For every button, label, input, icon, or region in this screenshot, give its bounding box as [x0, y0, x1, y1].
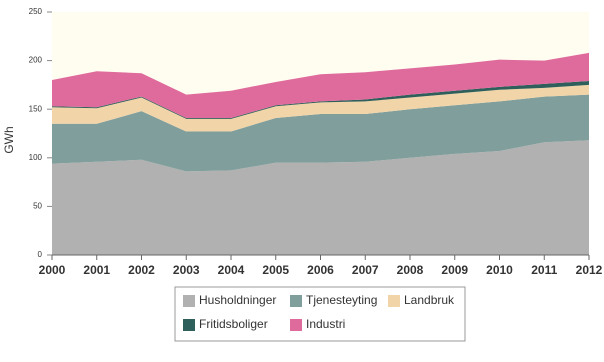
legend-swatch	[183, 295, 195, 307]
area	[52, 81, 589, 119]
x-tick-label: 2010	[486, 263, 513, 277]
y-axis-label: GWh	[2, 126, 16, 153]
area	[52, 84, 589, 132]
y-tick-label: 100	[29, 153, 43, 162]
legend	[174, 286, 466, 342]
x-tick-label: 2007	[352, 263, 379, 277]
legend-swatch	[290, 295, 302, 307]
x-tick-label: 2011	[531, 263, 557, 277]
x-tick-label: 2008	[397, 263, 424, 277]
x-tick-label: 2009	[441, 263, 468, 277]
area	[52, 94, 589, 172]
legend-swatch	[183, 319, 195, 331]
x-tick-label: 2006	[307, 263, 334, 277]
y-tick-label: 150	[29, 104, 43, 113]
legend-label: Husholdninger	[199, 293, 276, 307]
y-tick-label: 250	[29, 7, 43, 16]
y-tick-label: 0	[38, 250, 43, 259]
y-tick-label: 50	[33, 202, 42, 211]
x-tick-label: 2002	[128, 263, 155, 277]
area	[52, 140, 589, 255]
legend-label: Tjenesteyting	[306, 293, 377, 307]
legend-swatch	[290, 319, 302, 331]
x-tick-label: 2001	[83, 263, 110, 277]
x-tick-label: 2012	[576, 263, 603, 277]
legend-label: Landbruk	[404, 293, 455, 307]
area	[52, 52, 589, 118]
x-tick-label: 2003	[173, 263, 200, 277]
legend-label: Industri	[306, 317, 345, 331]
x-tick-label: 2000	[39, 263, 66, 277]
x-tick-label: 2005	[262, 263, 289, 277]
x-tick-label: 2004	[218, 263, 245, 277]
legend-swatch	[388, 295, 400, 307]
legend-label: Fritidsboliger	[199, 317, 268, 331]
y-tick-label: 200	[29, 56, 43, 65]
